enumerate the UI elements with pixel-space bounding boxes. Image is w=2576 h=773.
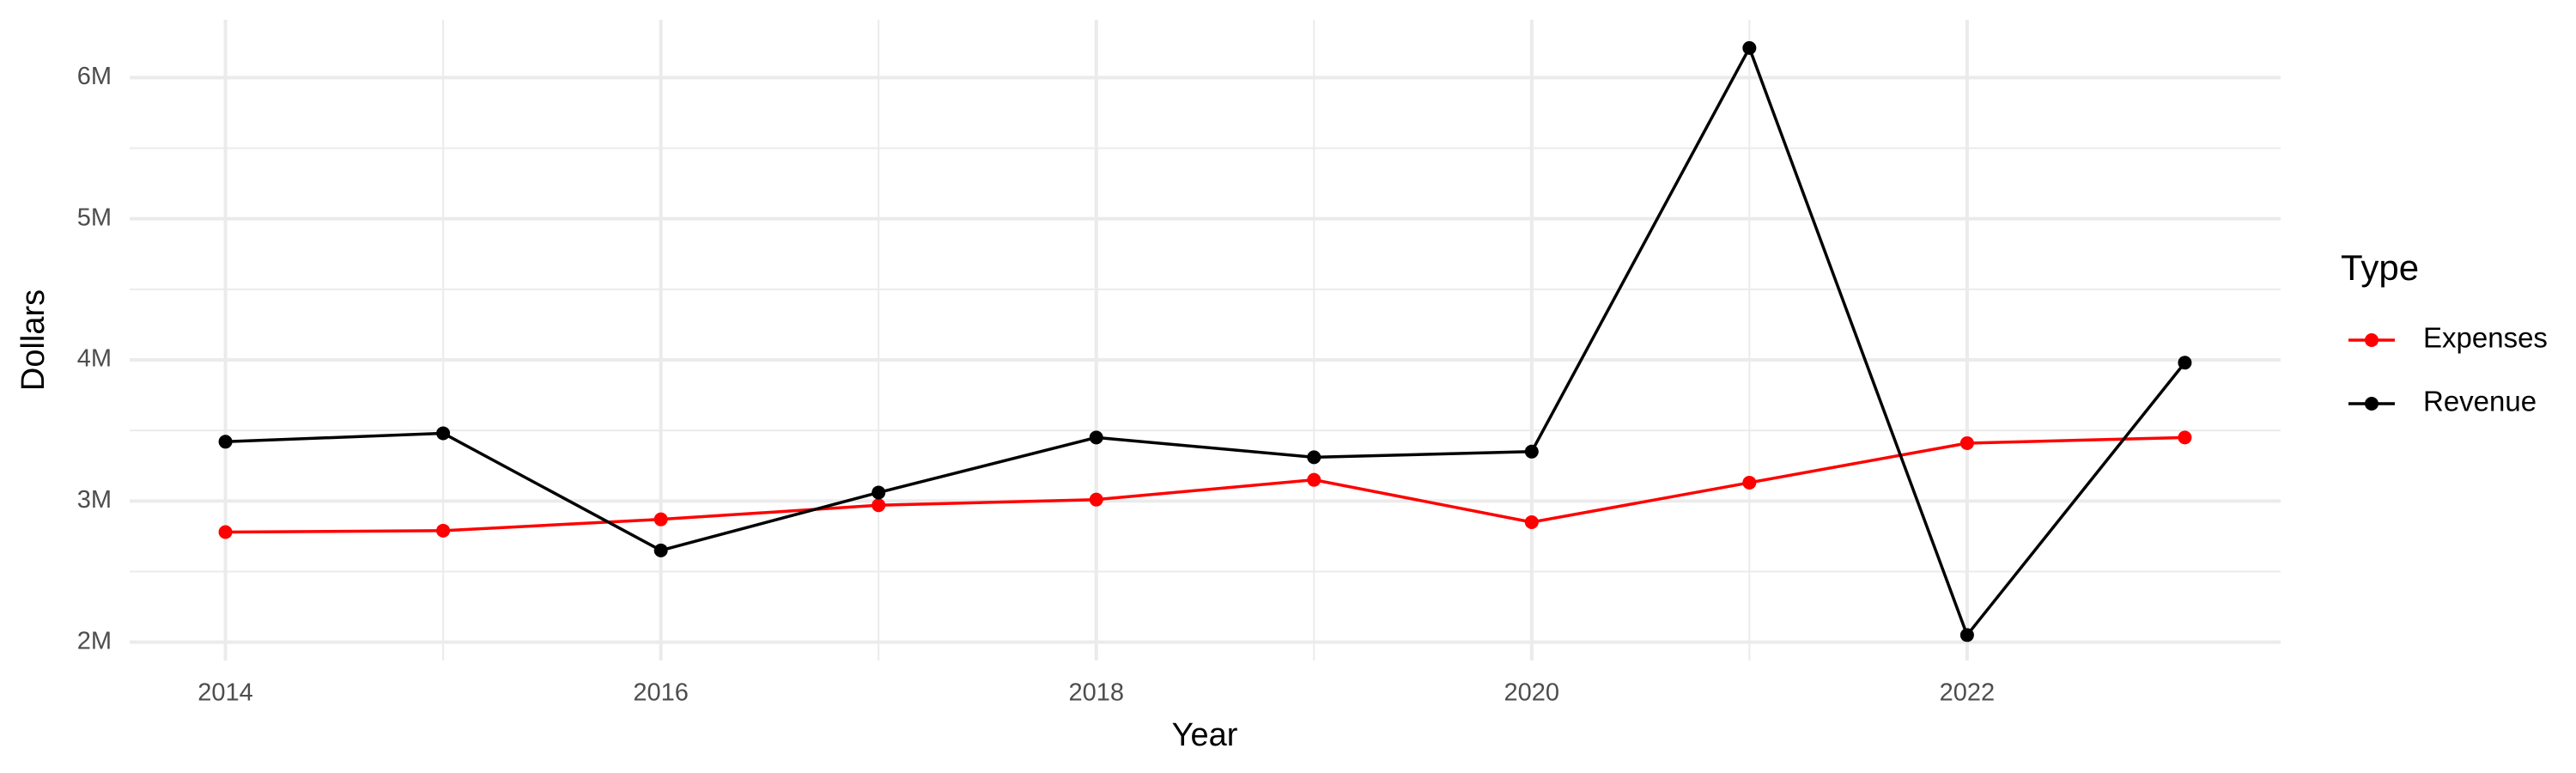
series-line bbox=[225, 435, 2185, 534]
data-point bbox=[1959, 628, 1974, 642]
data-point bbox=[1524, 444, 1539, 459]
data-point bbox=[872, 485, 886, 500]
y-tick-label: 2M bbox=[77, 627, 112, 654]
data-point bbox=[1959, 435, 1974, 450]
data-point bbox=[1742, 475, 1757, 490]
legend-swatch-point bbox=[2365, 333, 2379, 347]
x-axis-title: Year bbox=[1172, 717, 1238, 753]
y-tick-label: 4M bbox=[77, 345, 112, 373]
data-point bbox=[436, 523, 451, 538]
data-point bbox=[1307, 472, 1321, 487]
data-point bbox=[1089, 492, 1103, 507]
data-point bbox=[218, 435, 233, 449]
x-tick-label: 2022 bbox=[1940, 679, 1996, 707]
data-point bbox=[1089, 430, 1103, 445]
legend-label: Revenue bbox=[2423, 386, 2537, 417]
data-point bbox=[436, 426, 451, 441]
x-tick-label: 2016 bbox=[633, 679, 689, 707]
data-point bbox=[653, 543, 668, 557]
series-line bbox=[225, 44, 2186, 638]
y-axis-title: Dollars bbox=[15, 289, 52, 391]
x-tick-label: 2014 bbox=[197, 679, 253, 707]
data-point bbox=[2178, 430, 2192, 445]
data-point bbox=[653, 512, 668, 526]
data-point bbox=[1524, 514, 1539, 529]
legend-swatch-point bbox=[2365, 397, 2379, 411]
legend-title: Type bbox=[2341, 247, 2419, 288]
x-tick-label: 2020 bbox=[1504, 679, 1560, 707]
data-point bbox=[1307, 450, 1321, 465]
data-point bbox=[872, 498, 886, 513]
data-point bbox=[2178, 356, 2192, 370]
y-tick-label: 3M bbox=[77, 486, 112, 514]
legend-label: Expenses bbox=[2423, 322, 2548, 354]
data-point bbox=[1742, 40, 1757, 55]
y-tick-label: 6M bbox=[77, 63, 112, 90]
data-point bbox=[218, 525, 233, 539]
y-tick-label: 5M bbox=[77, 204, 112, 231]
x-tick-label: 2018 bbox=[1068, 679, 1124, 707]
